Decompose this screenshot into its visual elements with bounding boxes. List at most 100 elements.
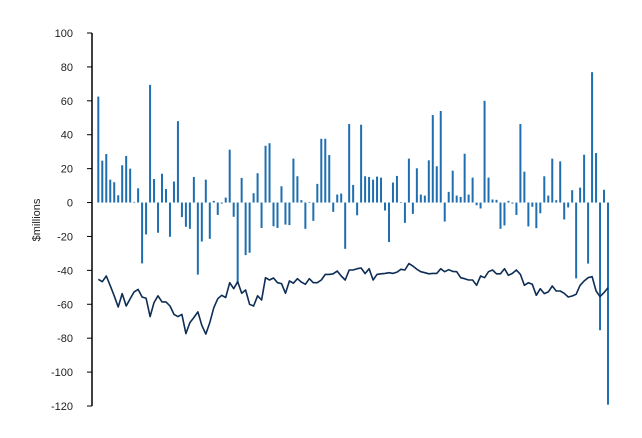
- bar: [153, 178, 156, 203]
- bar: [228, 149, 231, 203]
- bar: [443, 202, 446, 222]
- bar: [252, 193, 255, 203]
- bar: [276, 202, 279, 228]
- bar: [164, 188, 167, 203]
- bar: [133, 201, 136, 203]
- y-tick-label: 60: [61, 96, 73, 108]
- bar: [121, 165, 124, 203]
- bar: [212, 200, 215, 203]
- bar: [296, 176, 299, 203]
- bar: [101, 160, 104, 203]
- bar: [256, 173, 259, 203]
- bar: [439, 110, 442, 203]
- bar: [316, 183, 319, 203]
- bar: [391, 182, 394, 203]
- bar: [168, 202, 171, 237]
- bar: [387, 202, 390, 243]
- bar: [407, 158, 410, 203]
- bar: [415, 168, 418, 203]
- bar: [523, 171, 526, 203]
- line-series: [97, 262, 609, 335]
- bar: [208, 202, 211, 239]
- bar: [471, 177, 474, 203]
- bar: [200, 202, 203, 242]
- bar: [300, 200, 303, 203]
- bar: [244, 202, 247, 256]
- bar: [467, 194, 470, 203]
- bar: [161, 173, 164, 203]
- bar: [216, 202, 219, 215]
- y-tick-label: -100: [51, 367, 73, 379]
- bar: [591, 72, 594, 203]
- bar: [145, 202, 148, 235]
- y-tick-label: 80: [61, 62, 73, 74]
- bar: [380, 177, 383, 203]
- bar: [224, 197, 227, 203]
- bar: [376, 176, 379, 203]
- bar: [519, 124, 522, 203]
- bar: [268, 143, 271, 203]
- bar: [308, 201, 311, 203]
- y-ticks: 100 80 60 40 20 0 -20 -40 -60 -80 -100 -120: [51, 28, 92, 413]
- bar: [188, 202, 191, 229]
- bar: [176, 121, 179, 203]
- bar: [411, 202, 414, 214]
- bar: [479, 202, 482, 209]
- bar: [435, 166, 438, 203]
- bar: [511, 202, 514, 204]
- y-tick-label: -120: [51, 401, 73, 413]
- bar: [571, 190, 574, 203]
- bar: [419, 194, 422, 203]
- bar: [395, 175, 398, 203]
- bar: [531, 202, 534, 207]
- bar: [117, 195, 120, 203]
- bar: [543, 176, 546, 203]
- bar: [447, 191, 450, 203]
- bar: [579, 187, 582, 203]
- bar: [356, 202, 359, 216]
- y-tick-label: 100: [55, 28, 73, 40]
- bar: [603, 189, 606, 203]
- y-tick-label: 20: [61, 164, 73, 176]
- bar: [499, 202, 502, 229]
- bar: [240, 177, 243, 203]
- bar: [312, 202, 315, 221]
- bar: [495, 199, 498, 203]
- bar: [372, 179, 375, 203]
- bar: [399, 202, 402, 203]
- bar: [220, 202, 223, 204]
- bar: [336, 194, 339, 203]
- bar: [427, 160, 430, 203]
- bar: [491, 199, 494, 203]
- bar: [431, 115, 434, 203]
- bar: [149, 84, 152, 203]
- y-tick-label: 40: [61, 130, 73, 142]
- bar: [595, 153, 598, 203]
- bar: [463, 153, 466, 203]
- bar: [348, 124, 351, 203]
- bar: [129, 168, 132, 203]
- bar: [284, 202, 287, 225]
- bar-series: [97, 72, 609, 405]
- bar: [288, 202, 291, 226]
- bar: [204, 179, 207, 203]
- bar: [125, 155, 128, 203]
- bar: [180, 202, 183, 218]
- bar: [547, 195, 550, 203]
- y-tick-label: -20: [57, 231, 73, 243]
- bar: [192, 176, 195, 203]
- y-axis-label: $millions: [31, 198, 43, 241]
- bar: [555, 200, 558, 203]
- bar: [272, 202, 275, 227]
- bar: [503, 202, 506, 226]
- bar: [360, 124, 363, 203]
- bar: [451, 170, 454, 203]
- bar: [141, 202, 144, 264]
- bar: [344, 202, 347, 249]
- bar: [280, 186, 283, 203]
- bar: [475, 202, 478, 206]
- bar: [507, 200, 510, 203]
- bar: [196, 202, 199, 275]
- bar: [599, 202, 602, 331]
